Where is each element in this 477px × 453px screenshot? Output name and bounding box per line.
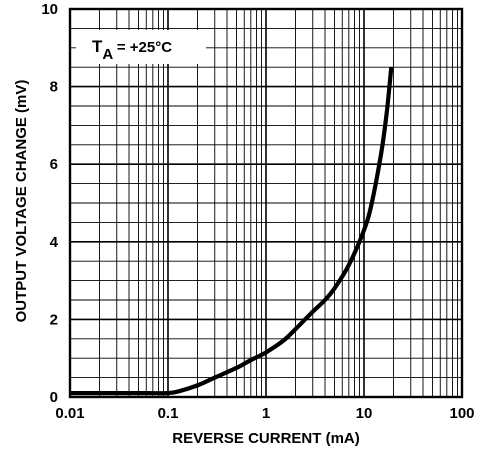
- svg-text:TA = +25°C: TA = +25°C: [92, 37, 172, 63]
- x-axis-title: REVERSE CURRENT (mA): [172, 430, 360, 447]
- plot-border: [68, 7, 464, 399]
- y-tick-label: 0: [50, 389, 58, 406]
- series-line-0: [69, 66, 394, 396]
- y-tick-label: 10: [41, 1, 58, 18]
- right-axis-title-clip: FORWARD VOLTAGE (V): [465, 113, 477, 289]
- temperature-annotation: TA = +25°C: [76, 30, 206, 64]
- y-axis-title: OUTPUT VOLTAGE CHANGE (mV): [13, 80, 30, 323]
- annotation-main: T: [92, 37, 103, 56]
- right-axis-title: FORWARD VOLTAGE (V): [465, 113, 477, 289]
- grid: [70, 9, 462, 397]
- tick-labels: 0.01 0.1 1 10 100 0 2 4 6 8 10: [41, 1, 474, 422]
- x-tick-label: 0.1: [158, 405, 179, 422]
- x-tick-label: 0.01: [55, 405, 84, 422]
- annotation-rest: = +25°C: [113, 39, 173, 56]
- y-tick-label: 6: [50, 156, 58, 173]
- y-tick-label: 8: [50, 79, 58, 96]
- y-tick-label: 2: [50, 311, 58, 328]
- x-tick-label: 1: [262, 405, 270, 422]
- y-tick-label: 4: [50, 234, 59, 251]
- annotation-subscript: A: [102, 46, 113, 63]
- series-layer: [69, 66, 394, 396]
- x-tick-label: 10: [356, 405, 373, 422]
- x-tick-label: 100: [449, 405, 474, 422]
- plot-frame: [68, 7, 464, 399]
- annotation-background: [76, 30, 206, 64]
